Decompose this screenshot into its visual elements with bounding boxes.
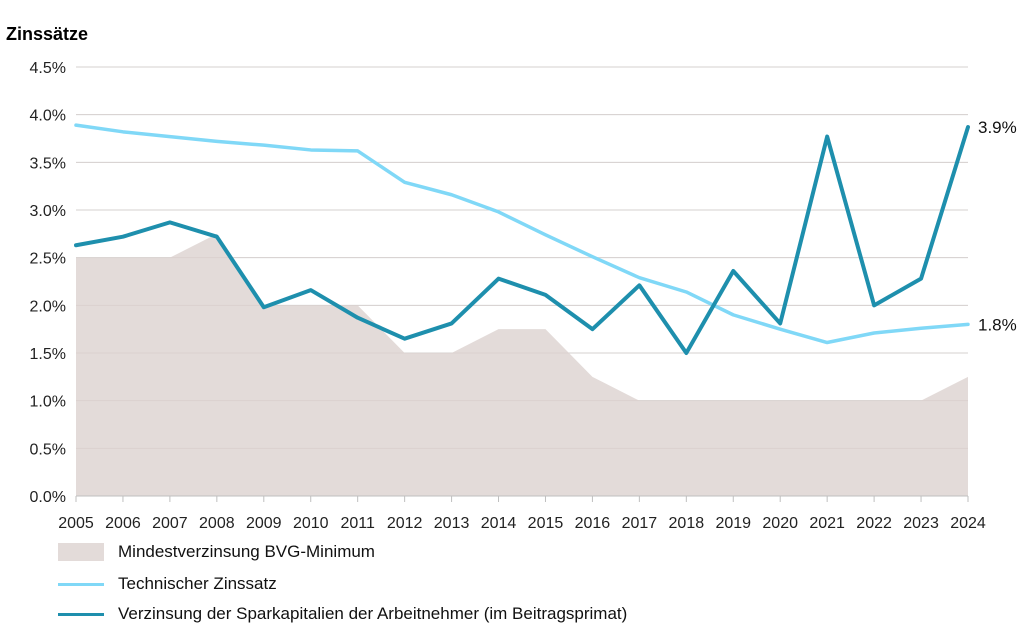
x-tick-label: 2012 <box>387 515 423 532</box>
x-tick-label: 2010 <box>293 515 329 532</box>
legend-label: Verzinsung der Sparkapitalien der Arbeit… <box>118 604 628 623</box>
chart-title: Zinssätze <box>6 24 88 44</box>
y-tick-label: 0.5% <box>30 441 66 458</box>
line-series <box>74 123 970 355</box>
line-technischer-zinssatz <box>74 123 970 345</box>
x-tick-label: 2018 <box>669 515 705 532</box>
x-tick-label: 2007 <box>152 515 188 532</box>
area-mindestverzinsung <box>76 233 968 497</box>
x-tick-label: 2005 <box>58 515 94 532</box>
x-tick-label: 2014 <box>481 515 517 532</box>
legend-swatch-line <box>58 613 104 616</box>
x-tick-label: 2024 <box>950 515 986 532</box>
x-tick-label: 2021 <box>809 515 845 532</box>
y-tick-label: 2.0% <box>30 298 66 315</box>
x-tick-label: 2011 <box>340 515 375 532</box>
y-axis-ticks: 0.0% 0.5% 1.0% 1.5% 2.0% 2.5% 3.0% 3.5% 4.0% 4.5% <box>30 60 66 506</box>
y-tick-label: 3.0% <box>30 203 66 220</box>
x-tick-label: 2015 <box>528 515 564 532</box>
y-tick-label: 1.0% <box>30 394 66 411</box>
legend-swatch-line <box>58 583 104 586</box>
y-tick-label: 3.5% <box>30 155 66 172</box>
area-series <box>76 66 968 497</box>
line-verzinsung-sparkapitalien <box>74 125 970 355</box>
x-tick-label: 2020 <box>762 515 798 532</box>
y-tick-label: 1.5% <box>30 346 66 363</box>
y-tick-label: 0.0% <box>30 489 66 506</box>
y-tick-label: 2.5% <box>30 251 66 268</box>
x-tick-label: 2008 <box>199 515 235 532</box>
x-axis-ticks: 2005 2006 2007 2008 2009 2010 2011 2012 2013 2014… <box>58 495 986 532</box>
x-tick-label: 2017 <box>622 515 658 532</box>
x-tick-label: 2009 <box>246 515 282 532</box>
x-tick-label: 2023 <box>903 515 939 532</box>
x-tick-label: 2016 <box>575 515 611 532</box>
x-tick-label: 2013 <box>434 515 470 532</box>
legend-swatch-area <box>58 543 104 561</box>
y-tick-label: 4.0% <box>30 108 66 125</box>
end-label: 3.9% <box>978 118 1017 137</box>
legend-label: Technischer Zinssatz <box>118 574 277 593</box>
end-label: 1.8% <box>978 315 1017 334</box>
y-tick-label: 4.5% <box>30 60 66 77</box>
x-tick-label: 2019 <box>715 515 751 532</box>
legend-label: Mindestverzinsung BVG-Minimum <box>118 542 375 561</box>
end-labels: 1.8% 3.9% <box>978 118 1017 334</box>
x-tick-label: 2006 <box>105 515 141 532</box>
x-tick-label: 2022 <box>856 515 892 532</box>
